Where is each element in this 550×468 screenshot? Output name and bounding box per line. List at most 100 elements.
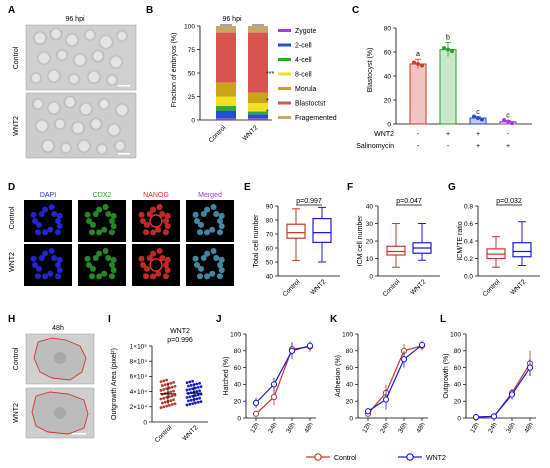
d-nucleus-0-3-9 [200,210,207,217]
b-legend-label-6: Fragemented [295,115,337,122]
c-sign-1-3: + [506,143,510,150]
i-dot-1-4 [196,400,200,404]
i-dot-1-31 [195,382,199,386]
bar-b-2-1 [248,111,268,115]
d-nucleus-1-1-13 [110,256,117,263]
d-nucleus-1-1-7 [86,262,92,268]
legend-marker-control [314,453,322,461]
b-legend-label-3: 8-cell [295,72,312,79]
i-dot-1-22 [185,388,189,392]
line-l-series-0 [475,363,531,418]
b-legend-label-0: Zygote [295,28,317,35]
panel-letter-c: C [352,5,359,16]
box-e-ytick-1: 80 [266,217,274,224]
line-l-ytick-3: 40 [454,382,462,389]
d-nucleus-0-1-0 [109,218,115,224]
i-ytick-3: 4×10⁴ [130,389,148,396]
line-j-series-0 [255,346,311,415]
i-ytick-1: 8×10⁴ [130,359,148,366]
d-nucleus-1-1-4 [96,273,103,280]
d-nucleus-0-2-11 [156,203,163,210]
d-nucleus-0-3-2 [216,229,223,236]
panel-h-title: 48h [52,325,64,332]
d-tile-1-2 [132,244,180,286]
line-l-xtick-0: 12h [469,421,481,434]
box-e-ytick-0: 90 [266,203,274,210]
d-tile-0-1 [78,200,126,242]
i-dot-0-15 [170,394,174,398]
panel-letter-a: A [8,5,15,16]
d-nucleus-0-3-11 [210,203,217,210]
i-dot-1-12 [188,395,192,399]
i-dot-0-13 [165,396,169,399]
d-nucleus-0-2-3 [155,226,162,233]
d-nucleus-0-3-0 [217,218,223,224]
line-j-xtick-3: 48h [303,421,315,434]
panel-c-row-wnt2: WNT2 [374,131,394,138]
box-e-box-1 [312,218,332,244]
panel-letter-h: H [8,314,15,325]
i-dot-0-22 [159,388,163,392]
i-dot-0-3 [168,403,171,407]
line-l-xtick-3: 48h [523,421,535,434]
panel-a-row-control: Control [13,46,20,69]
bar-b-3-0 [216,96,236,106]
panel-letter-j: J [216,314,222,325]
b-ytick-1: 75 [188,47,196,54]
i-dot-0-2 [165,404,169,408]
d-nucleus-1-1-3 [101,270,108,277]
line-l-series-1 [475,367,531,418]
d-nucleus-0-1-1 [110,223,117,230]
d-nucleus-1-3-11 [210,247,217,254]
i-dot-0-29 [163,383,167,387]
d-nucleus-1-3-9 [200,254,207,261]
d-nucleus-0-1-9 [92,210,99,217]
panel-h-row-wnt2: WNT2 [13,403,20,423]
box-f-box-0 [386,245,406,256]
d-nucleus-0-0-12 [51,210,58,217]
box-g-ytick-2: 0.4 [464,238,473,245]
d-nucleus-1-3-6 [197,265,204,272]
box-e-ytick-3: 60 [266,245,274,252]
d-nucleus-1-0-2 [54,273,61,280]
line-l-ylabel: Outgrowth (%) [443,353,450,398]
d-nucleus-0-3-1 [218,223,225,230]
box-g-xtick-1: WNT2 [509,278,527,296]
d-nucleus-1-0-0 [55,262,61,268]
c-sign-1-2: + [476,143,480,150]
panel-a-row-wnt2: WNT2 [13,116,20,136]
panel-letter-g: G [448,182,456,193]
i-dot-1-10 [198,396,202,400]
d-nucleus-0-0-13 [56,212,63,219]
d-nucleus-1-2-7 [140,262,146,268]
d-nucleus-1-0-8 [30,255,37,262]
d-nucleus-0-1-7 [86,218,92,224]
micrograph-wnt2 [25,92,137,159]
d-nucleus-0-1-3 [101,226,108,233]
line-k-point-1-0 [364,408,372,415]
d-tile-0-0 [24,200,72,242]
panel-letter-l: L [440,314,446,325]
i-dot-1-23 [188,387,192,391]
d-nucleus-1-0-4 [42,273,49,280]
d-nucleus-1-0-12 [51,254,58,261]
panel-letter-f: F [347,182,353,193]
d-nucleus-1-2-5 [143,273,150,280]
b-legend-label-1: 2-cell [295,43,312,50]
i-dot-1-13 [191,394,195,398]
d-nucleus-0-1-6 [89,221,96,228]
d-nucleus-0-2-1 [164,223,171,230]
bar-b-1-0 [216,110,236,119]
line-k-xtick-1: 24h [379,421,391,434]
line-k-ytick-5: 0 [349,415,353,422]
b-legend-swatch-2 [278,58,291,61]
d-nucleus-1-2-8 [138,255,145,262]
d-nucleus-1-1-5 [89,273,96,280]
b-legend-label-4: Morula [295,86,317,93]
i-dot-1-35 [191,379,195,383]
line-j-ytick-0: 100 [230,331,241,338]
box-e-ytick-4: 50 [266,259,274,266]
panel-b-annot-0: *** [266,71,274,78]
dot-c-3-0 [502,118,506,123]
